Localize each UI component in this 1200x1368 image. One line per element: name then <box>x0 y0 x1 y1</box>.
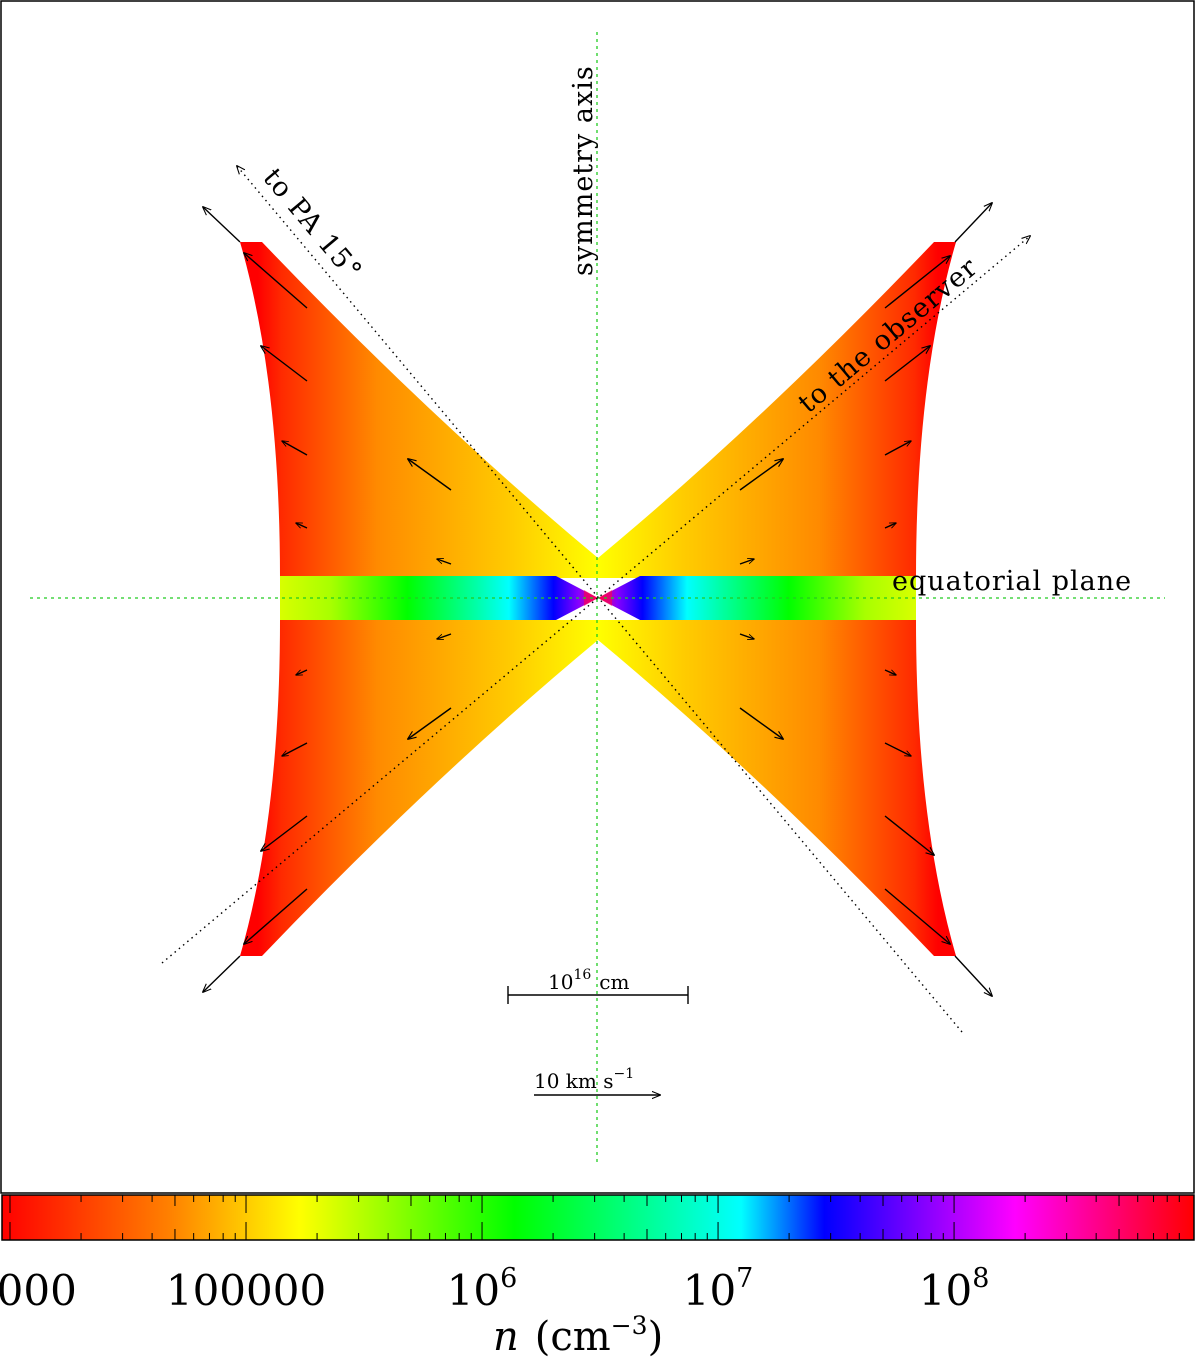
symmetry-axis-label: symmetry axis <box>568 65 599 276</box>
lobe-lower-left <box>240 620 598 956</box>
outflow-lobes <box>240 242 956 956</box>
colorbar-title-exp: −3 <box>611 1311 648 1340</box>
lobe-lower-right <box>598 620 956 956</box>
colorbar-title-close: ) <box>648 1314 664 1360</box>
velocity-scale-text: 10 km s <box>534 1069 614 1093</box>
length-scale-unit: cm <box>599 970 629 994</box>
colorbar-tick-label: 10000 <box>0 1266 77 1315</box>
velocity-arrows <box>203 203 992 996</box>
pa-direction-line <box>237 166 963 1033</box>
length-scale-bar: 1016 cm <box>507 967 689 1004</box>
colorbar-tick-label: 100000 <box>166 1266 326 1315</box>
colorbar-title-var: n <box>493 1314 519 1360</box>
length-scale-base: 10 <box>548 970 573 994</box>
colorbar-title: n (cm−3) <box>493 1311 663 1360</box>
colorbar-gradient <box>1 1194 1195 1241</box>
lobe-upper-right <box>598 242 956 578</box>
svg-text:10 km s−1: 10 km s−1 <box>534 1066 634 1093</box>
colorbar-tick-label: 108 <box>919 1263 990 1315</box>
colorbar-title-unit: (cm <box>535 1314 611 1360</box>
length-scale-exp: 16 <box>573 967 591 983</box>
lobe-upper-left <box>240 242 598 578</box>
equatorial-plane-label: equatorial plane <box>892 566 1132 597</box>
colorbar-ticks <box>9 1195 1180 1240</box>
plot-frame <box>0 0 1195 1194</box>
colorbar-tick-labels: 10000 100000 106 107 108 <box>0 1263 989 1315</box>
colorbar-tick-label: 107 <box>683 1263 754 1315</box>
colorbar-tick-label: 106 <box>447 1263 518 1315</box>
velocity-scale: 10 km s−1 <box>534 1066 660 1095</box>
velocity-scale-exp: −1 <box>614 1066 635 1082</box>
colorbar: 10000 100000 106 107 108 n (cm−3) <box>0 1194 1195 1360</box>
